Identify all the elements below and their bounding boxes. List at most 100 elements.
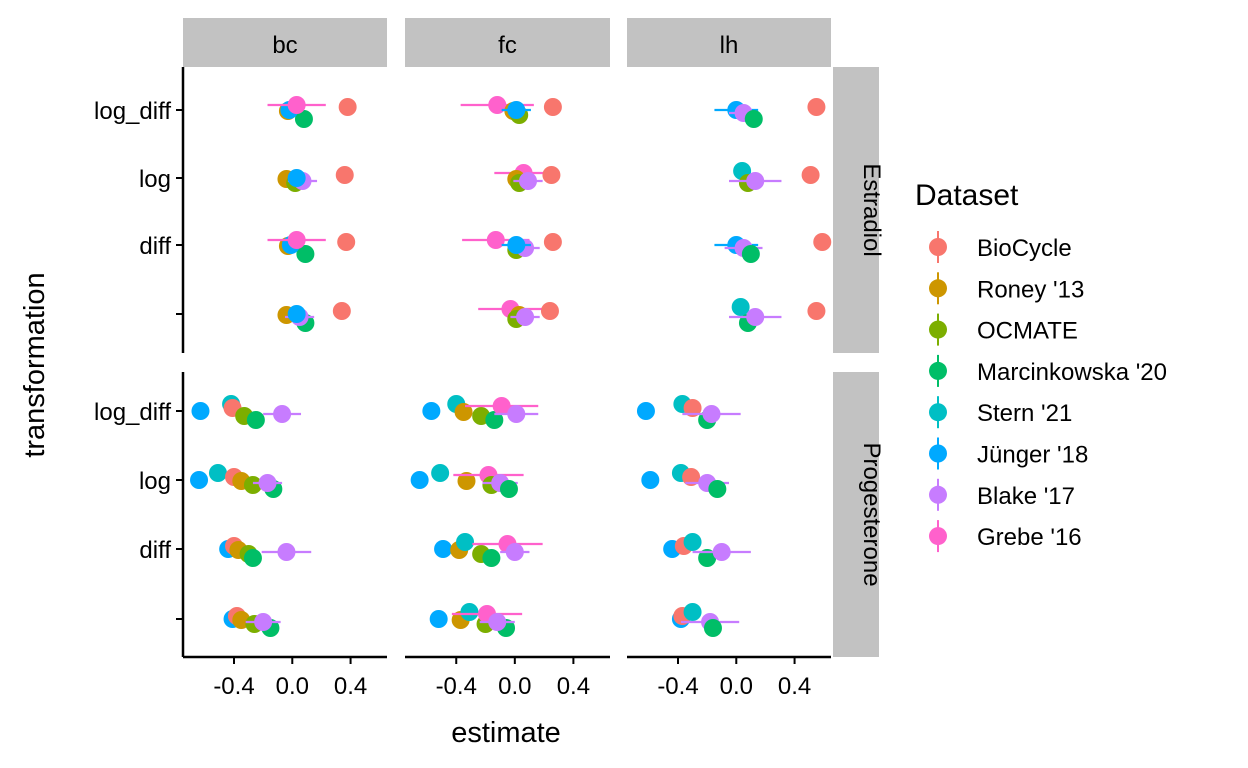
data-point: [243, 476, 262, 494]
data-point: [499, 480, 518, 498]
data-point: [332, 302, 351, 320]
data-point: [338, 98, 357, 116]
legend-item: Blake '17: [929, 478, 1075, 511]
data-point: [246, 411, 265, 429]
legend-label: Roney '13: [977, 276, 1084, 303]
panel-bc-progesterone: [190, 395, 312, 637]
data-point: [337, 233, 356, 251]
data-point: [486, 231, 505, 249]
data-point: [807, 98, 826, 116]
legend-key-dot: [929, 485, 947, 504]
data-point: [456, 533, 475, 551]
legend-key-dot: [929, 279, 947, 298]
data-point: [540, 302, 559, 320]
legend-label: Grebe '16: [977, 524, 1082, 551]
data-point: [741, 245, 760, 263]
x-tick-label: 0.4: [778, 673, 811, 700]
data-point: [543, 233, 562, 251]
data-point: [277, 543, 296, 561]
data-point: [807, 302, 826, 320]
x-tick-label: 0.4: [334, 673, 367, 700]
row-strip-label: Progesterone: [858, 442, 885, 586]
legend-item: Roney '13: [929, 272, 1084, 305]
data-point: [516, 308, 535, 326]
x-axis-title: estimate: [451, 717, 561, 749]
data-point: [746, 172, 765, 190]
data-point: [434, 540, 453, 558]
data-point: [485, 411, 504, 429]
legend-key-dot: [929, 403, 947, 422]
panel-lh-progesterone: [636, 395, 751, 637]
y-tick-label: diff: [139, 233, 171, 260]
data-point: [683, 603, 702, 621]
y-tick-label: log_diff: [94, 399, 171, 426]
row-strip-label: Estradiol: [858, 163, 885, 256]
legend-label: Marcinkowska '20: [977, 359, 1167, 386]
data-point: [507, 405, 526, 423]
row-strip-estradiol: Estradiol: [833, 67, 885, 353]
data-point: [208, 464, 227, 482]
legend-item: Stern '21: [929, 396, 1072, 429]
legend: Dataset BioCycle Roney '13 OCMATE Marcinkows…: [915, 179, 1167, 553]
legend-label: Stern '21: [977, 400, 1072, 427]
row-strip-progesterone: Progesterone: [833, 372, 885, 657]
legend-title: Dataset: [915, 179, 1019, 212]
legend-key-dot: [929, 527, 947, 546]
data-point: [294, 110, 313, 128]
y-tick-label: log: [139, 468, 171, 495]
data-point: [731, 298, 750, 316]
panel-fc-estradiol: [460, 96, 562, 328]
x-tick-label: 0.0: [276, 673, 309, 700]
x-tick-label: 0.0: [720, 673, 753, 700]
data-point: [335, 166, 354, 184]
data-point: [636, 402, 655, 420]
legend-key-dot: [929, 444, 947, 463]
x-tick-label: 0.0: [498, 673, 531, 700]
column-strip-label: bc: [272, 32, 297, 59]
y-tick-label: diff: [139, 537, 171, 564]
data-point: [703, 619, 722, 637]
data-point: [273, 405, 292, 423]
legend-label: Blake '17: [977, 483, 1075, 510]
data-point: [422, 402, 441, 420]
x-tick-label: -0.4: [213, 673, 254, 700]
legend-key-dot: [929, 361, 947, 380]
data-point: [712, 543, 731, 561]
legend-key-dot: [929, 320, 947, 339]
data-point: [254, 613, 273, 631]
data-point: [287, 169, 306, 187]
data-point: [813, 233, 832, 251]
data-point: [505, 543, 524, 561]
data-point: [698, 549, 717, 567]
legend-item: Marcinkowska '20: [929, 354, 1167, 387]
legend-item: Grebe '16: [929, 520, 1082, 553]
legend-label: Jünger '18: [977, 442, 1088, 469]
panel-fc-progesterone: [410, 395, 543, 637]
column-strip-fc: fc: [405, 18, 610, 67]
panel-bc-estradiol: [267, 96, 357, 332]
data-point: [708, 480, 727, 498]
data-point: [460, 603, 479, 621]
data-point: [702, 405, 721, 423]
data-point: [801, 166, 820, 184]
data-point: [543, 98, 562, 116]
data-point: [542, 166, 561, 184]
data-point: [683, 533, 702, 551]
data-point: [488, 96, 507, 114]
data-point: [454, 403, 473, 421]
data-point: [243, 549, 262, 567]
data-point: [482, 549, 501, 567]
data-point: [492, 397, 511, 415]
legend-item: OCMATE: [929, 313, 1078, 346]
data-point: [258, 474, 277, 492]
data-point: [429, 610, 448, 628]
column-strip-label: fc: [498, 32, 517, 59]
legend-key-dot: [929, 238, 947, 256]
data-point: [287, 96, 306, 114]
x-tick-label: -0.4: [436, 673, 477, 700]
data-point: [746, 308, 765, 326]
data-point: [683, 399, 702, 417]
y-axis-title: transformation: [19, 272, 51, 457]
data-point: [641, 471, 660, 489]
data-point: [519, 172, 537, 190]
